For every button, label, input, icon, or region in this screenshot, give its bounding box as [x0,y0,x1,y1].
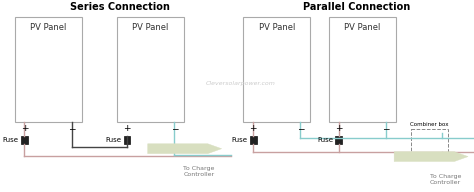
FancyArrow shape [394,152,468,161]
Text: Fuse: Fuse [105,137,121,143]
Text: Combiner box: Combiner box [410,122,449,127]
Text: −: − [383,124,390,133]
Text: To Charge
Controller: To Charge Controller [430,174,461,185]
Text: +: + [123,124,131,133]
Bar [411,129,448,156]
Text: +: + [21,124,28,133]
Bar [21,136,28,144]
Bar [117,17,184,122]
Bar [336,136,342,144]
Text: Cleversolarpower.com: Cleversolarpower.com [205,81,275,86]
Text: Series Connection: Series Connection [70,2,170,12]
Text: PV Panel: PV Panel [30,23,66,32]
Text: PV Panel: PV Panel [345,23,381,32]
Bar [124,136,130,144]
Text: Fuse: Fuse [231,137,247,143]
Text: −: − [171,124,178,133]
Text: Parallel Connection: Parallel Connection [303,2,410,12]
Bar [243,17,310,122]
Text: +: + [249,124,257,133]
Text: −: − [68,124,75,133]
Text: Fuse: Fuse [317,137,333,143]
Bar [15,17,82,122]
Bar [250,136,256,144]
Text: To Charge
Controller: To Charge Controller [183,166,215,177]
Text: Fuse: Fuse [2,137,18,143]
Text: PV Panel: PV Panel [259,23,295,32]
Text: −: − [297,124,304,133]
Text: +: + [335,124,343,133]
Text: PV Panel: PV Panel [132,23,169,32]
FancyArrow shape [148,144,222,154]
Bar [329,17,396,122]
